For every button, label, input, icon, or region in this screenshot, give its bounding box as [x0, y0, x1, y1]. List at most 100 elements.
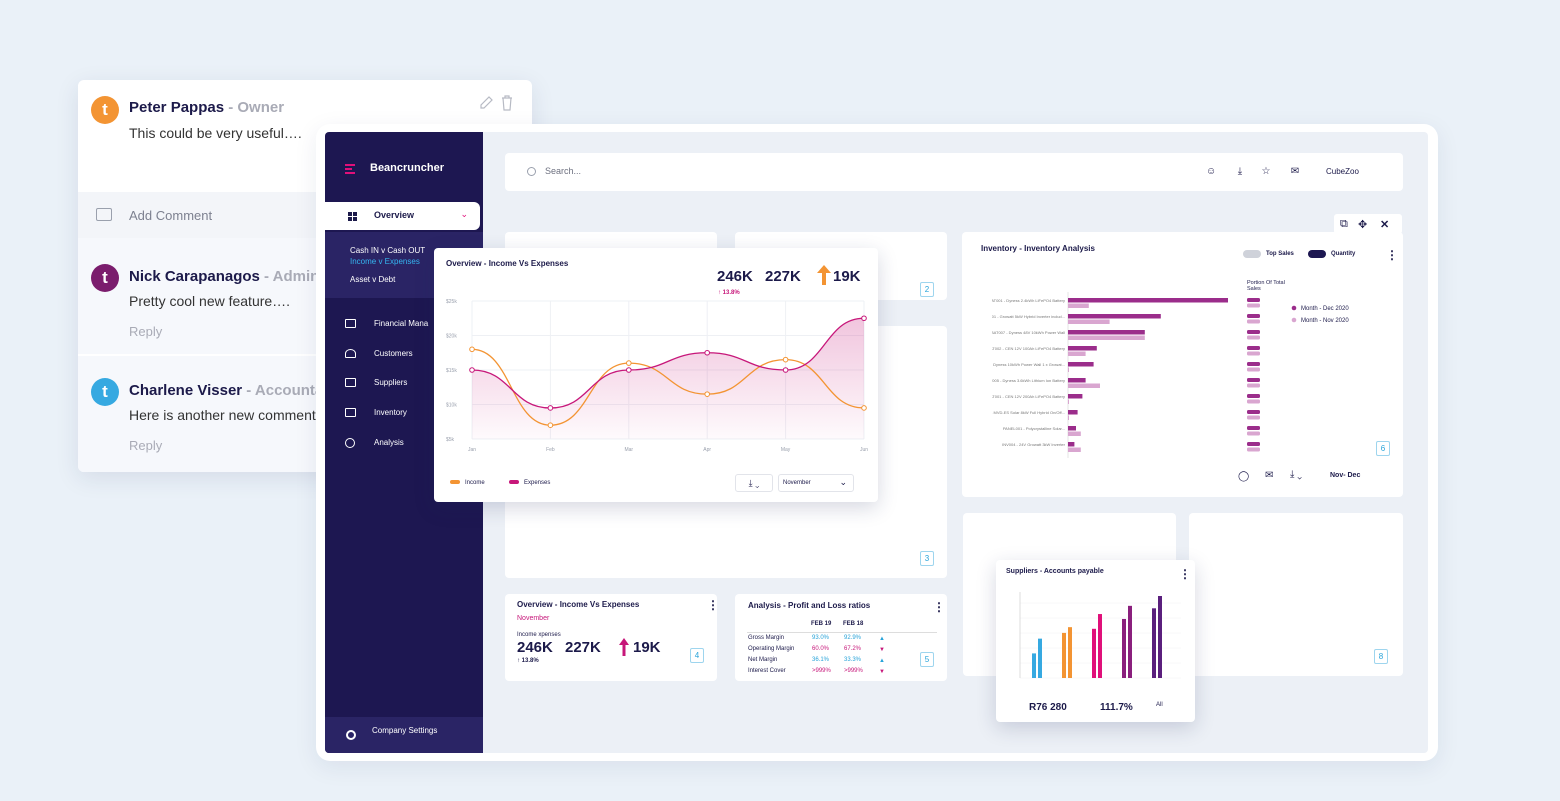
- sidebar-item-suppliers[interactable]: Suppliers: [325, 374, 483, 394]
- profit-kpi: 19K: [633, 639, 661, 656]
- income-point: [704, 391, 711, 397]
- period-select[interactable]: Nov- Dec: [1330, 472, 1361, 479]
- month-select[interactable]: November ⌄: [778, 474, 854, 492]
- category-label: PANEL001 - Polycrystalline Solar...: [1003, 426, 1065, 431]
- company-settings[interactable]: Company Settings: [325, 717, 483, 753]
- down-arrow-icon: ▼: [879, 669, 885, 675]
- legend-swatch: [450, 480, 460, 484]
- y-tick-label: $5k: [446, 437, 455, 443]
- chat-icon[interactable]: ◯: [1238, 471, 1250, 482]
- more-icon[interactable]: ⋮: [707, 598, 719, 612]
- add-comment-label[interactable]: Add Comment: [129, 208, 213, 223]
- trash-icon[interactable]: [499, 94, 515, 112]
- settings-label: Company Settings: [372, 726, 438, 735]
- category-label: INV004 - 24V Growatt 3kW Inverter: [1002, 442, 1066, 447]
- comment-author: Charlene Visser: [129, 382, 243, 399]
- bar-nov: [1068, 431, 1081, 436]
- card-title: Overview - Income Vs Expenses: [517, 600, 640, 609]
- sidebar: Beancruncher Overview ⌄ Cash IN v Cash O…: [325, 132, 483, 753]
- expenses-point: [861, 315, 867, 322]
- reply-link[interactable]: Reply: [129, 438, 163, 453]
- sidebar-item-inventory[interactable]: Inventory: [325, 404, 483, 424]
- income-expenses-card: Overview - Income Vs Expenses 246K 227K …: [434, 248, 878, 502]
- sidebar-item-label: Analysis: [374, 438, 404, 447]
- copy-icon[interactable]: ⧉: [1340, 218, 1348, 230]
- x-tick-label: Jun: [860, 447, 868, 453]
- portion-pill: [1247, 319, 1260, 324]
- mail-icon[interactable]: ✉: [1265, 470, 1274, 481]
- user-name[interactable]: CubeZoo: [1326, 167, 1359, 176]
- supplier-bar: [1062, 632, 1066, 678]
- card-title: Suppliers - Accounts payable: [1006, 568, 1104, 575]
- reply-link[interactable]: Reply: [129, 324, 163, 339]
- submenu-item-income[interactable]: Income v Expenses: [350, 257, 420, 266]
- sidebar-item-label: Financial Mana: [374, 319, 429, 328]
- change-value: 13.8%: [722, 290, 740, 296]
- portion-pill: [1247, 383, 1260, 388]
- supplier-bar: [1092, 628, 1096, 678]
- expenses-line: [471, 317, 865, 409]
- comment-icon: [96, 208, 112, 221]
- bar-dec: [1068, 346, 1097, 351]
- sidebar-item-overview[interactable]: Overview ⌄: [325, 202, 480, 230]
- suppliers-chart: [1019, 592, 1181, 679]
- legend-label: Month - Dec 2020: [1301, 306, 1349, 312]
- suppliers-card: Suppliers - Accounts payable ⋮ R76 280 1…: [996, 560, 1195, 722]
- change-value: 13.8%: [521, 658, 539, 664]
- download-dropdown[interactable]: ⤓ ⌄: [1290, 469, 1302, 480]
- avatar: t: [91, 378, 119, 406]
- sidebar-item-analysis[interactable]: Analysis: [325, 434, 483, 454]
- month-label: November: [517, 615, 550, 622]
- sidebar-item-customers[interactable]: Customers: [325, 345, 483, 365]
- sidebar-item-financial[interactable]: Financial Mana: [325, 315, 483, 335]
- x-tick-label: Mar: [624, 447, 633, 453]
- ratio-row: Net Margin 36.1% 33.3% ▲: [748, 657, 885, 664]
- users-icon[interactable]: ☺: [1206, 166, 1217, 177]
- supplier-bar: [1068, 627, 1072, 678]
- close-icon[interactable]: ✕: [1380, 219, 1390, 231]
- top-sales-toggle[interactable]: [1243, 250, 1261, 258]
- category-label: BAT001 - Dyness 2.4kWh LiFePO4 Battery: [992, 298, 1065, 303]
- change-value: 111.7%: [1100, 702, 1133, 713]
- arrow-up-icon: [817, 265, 831, 285]
- top-bar: Search... ☺ ⤓ ☆ ✉ CubeZoo: [505, 153, 1403, 191]
- side-header: Portion Of Total Sales: [1247, 280, 1285, 292]
- comment-role: - Owner: [224, 99, 285, 116]
- move-icon[interactable]: ✥: [1358, 219, 1368, 231]
- portion-pill: [1247, 362, 1260, 366]
- col-header: FEB 18: [843, 621, 864, 627]
- portion-pill: [1247, 426, 1260, 430]
- supplier-bar: [1032, 653, 1036, 678]
- category-label: INV0002 - MVD-ES Solar 8kW Full Hybrid O…: [992, 410, 1065, 415]
- pie-chart-icon: [345, 438, 355, 448]
- card-number-badge: 8: [1374, 649, 1388, 664]
- expenses-point: [704, 349, 711, 356]
- more-icon[interactable]: ⋮: [1179, 567, 1191, 581]
- person-icon: [345, 349, 356, 358]
- quantity-toggle[interactable]: [1308, 250, 1326, 258]
- download-icon[interactable]: ⤓: [1237, 166, 1243, 177]
- submenu-item-asset[interactable]: Asset v Debt: [350, 275, 396, 284]
- mail-icon[interactable]: ✉: [1290, 166, 1300, 177]
- star-icon[interactable]: ☆: [1261, 166, 1271, 177]
- category-label: BAT001 - CEN 12V 200Ah LiFePO4 Battery: [992, 394, 1065, 399]
- more-icon[interactable]: ⋮: [933, 600, 945, 614]
- income-point: [861, 405, 867, 411]
- bar-nov: [1068, 367, 1069, 372]
- more-icon[interactable]: ⋮: [1386, 248, 1398, 262]
- income-expenses-chart: $25k $20k $15k $10k $5k Jan Feb Mar Apr May Jun: [446, 299, 868, 453]
- bar-dec: [1068, 394, 1083, 399]
- ratio-row: Interest Cover >999% >999% ▼: [748, 668, 885, 675]
- menu-icon[interactable]: [345, 164, 355, 176]
- portion-pill: [1247, 303, 1260, 308]
- search-input[interactable]: Search...: [545, 166, 582, 176]
- download-dropdown[interactable]: ⤓ ⌄: [735, 474, 773, 492]
- bar-dec: [1068, 298, 1228, 303]
- filter-select[interactable]: All: [1156, 702, 1163, 708]
- edit-icon[interactable]: [478, 95, 494, 111]
- avatar: t: [91, 264, 119, 292]
- expenses-point: [626, 367, 632, 373]
- expenses-point: [547, 405, 554, 411]
- submenu-item-cash[interactable]: Cash IN v Cash OUT: [350, 246, 426, 255]
- legend-expenses: Expenses: [524, 480, 551, 486]
